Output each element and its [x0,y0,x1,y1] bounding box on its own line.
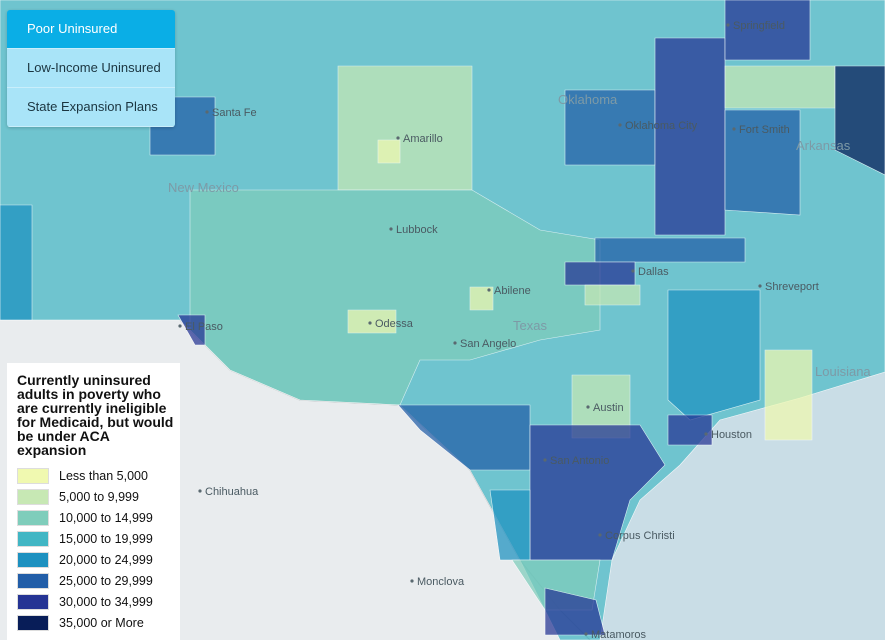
region [594,237,746,263]
legend-label: 30,000 to 34,999 [59,594,153,609]
state-label: New Mexico [168,180,239,195]
legend-item: 20,000 to 24,999 [17,549,180,570]
city-dot [704,432,708,436]
legend-item: 30,000 to 34,999 [17,591,180,612]
legend-swatch [17,488,49,505]
tab[interactable]: State Expansion Plans [7,88,175,127]
cities: Santa Fe Amarillo Oklahoma City Springfield… [178,20,819,640]
legend-item: Less than 5,000 [17,465,180,486]
city-dot [368,321,372,325]
city-dot [178,324,182,328]
tab[interactable]: Low-Income Uninsured [7,49,175,88]
legend-label: 25,000 to 29,999 [59,573,153,588]
city-label: Austin [593,402,624,414]
city-label: Abilene [494,285,531,297]
region [724,0,811,61]
city-label: Shreveport [765,281,819,293]
city-dot [732,127,736,131]
city-label: Matamoros [591,629,647,640]
legend-label: 15,000 to 19,999 [59,531,153,546]
region [189,189,601,406]
city-dot [598,533,602,537]
city-label: Springfield [733,20,785,32]
region [177,314,206,346]
legend-swatch [17,509,49,526]
city-dot [396,136,400,140]
city-label: Dallas [638,266,669,278]
region [564,261,636,286]
legend-label: 35,000 or More [59,615,144,630]
tab[interactable]: Poor Uninsured [7,10,175,49]
city-label: Amarillo [403,133,443,145]
region [667,289,761,421]
legend-item: 35,000 or More [17,612,180,633]
state-label: Louisiana [815,364,871,379]
legend-label: 5,000 to 9,999 [59,489,139,504]
region [397,404,531,471]
city-label: Lubbock [396,224,438,236]
city-dot [618,123,622,127]
city-dot [487,288,491,292]
state-label: Oklahoma [558,92,618,107]
legend-item: 5,000 to 9,999 [17,486,180,507]
city-dot [205,110,209,114]
region [377,139,401,164]
legend-swatch [17,614,49,631]
region [764,349,813,441]
city-label: Santa Fe [212,107,257,119]
city-dot [389,227,393,231]
city-dot [410,579,414,583]
city-dot [586,405,590,409]
region [337,65,473,191]
legend-item: 15,000 to 19,999 [17,528,180,549]
region [834,65,885,176]
city-label: San Angelo [460,338,516,350]
legend-swatch [17,593,49,610]
legend-item: 25,000 to 29,999 [17,570,180,591]
region [0,204,33,321]
region [654,37,726,236]
city-label: Houston [711,429,752,441]
state-label: Texas [513,318,547,333]
city-dot [758,284,762,288]
city-dot [726,23,730,27]
legend-label: 10,000 to 14,999 [59,510,153,525]
city-label: Oklahoma City [625,120,698,132]
city-dot [543,458,547,462]
region [724,109,801,216]
legend-swatch [17,572,49,589]
legend-swatch [17,530,49,547]
legend-label: Less than 5,000 [59,468,148,483]
city-dot [584,632,588,636]
region [469,286,494,311]
region [724,65,836,109]
legend: Currently uninsured adults in poverty wh… [7,363,180,640]
legend-items: Less than 5,000 5,000 to 9,999 10,000 to 1… [17,465,180,633]
city-label: San Antonio [550,455,609,467]
city-label: Corpus Christi [605,530,675,542]
city-label: Monclova [417,576,465,588]
city-label: El Paso [185,321,223,333]
city-label: Odessa [375,318,414,330]
legend-title: Currently uninsured adults in poverty wh… [17,372,174,458]
region [584,284,641,306]
region [347,309,397,334]
city-dot [631,269,635,273]
region [544,587,606,636]
legend-item: 10,000 to 14,999 [17,507,180,528]
gulf-water [600,372,885,640]
tab-bar: Poor Uninsured Low-Income Uninsured State … [7,10,175,127]
region [667,414,713,446]
city-label: Fort Smith [739,124,790,136]
legend-label: 20,000 to 24,999 [59,552,153,567]
city-label: Chihuahua [205,486,259,498]
legend-swatch [17,551,49,568]
legend-swatch [17,467,49,484]
city-dot [453,341,457,345]
city-dot [198,489,202,493]
state-label: Arkansas [796,138,851,153]
